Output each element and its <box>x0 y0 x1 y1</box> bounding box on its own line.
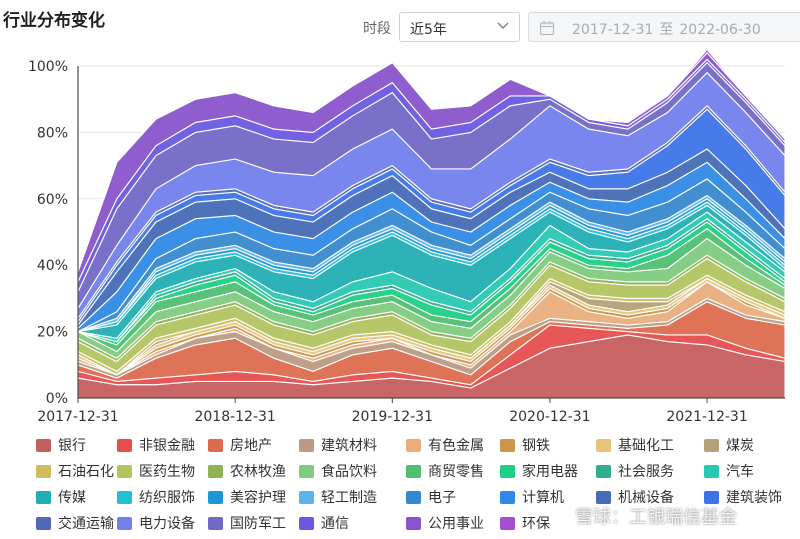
legend-swatch <box>117 465 132 478</box>
legend-label: 建筑装饰 <box>726 490 782 506</box>
chevron-down-icon <box>497 22 509 29</box>
y-tick-label: 80% <box>37 125 68 141</box>
legend-label: 银行 <box>58 438 86 454</box>
legend-swatch <box>299 517 314 530</box>
legend-label: 国防军工 <box>230 516 286 532</box>
legend-label: 轻工制造 <box>321 490 377 506</box>
legend-swatch <box>500 491 515 504</box>
area-series <box>77 50 786 273</box>
legend-label: 机械设备 <box>618 490 674 506</box>
y-tick-label: 20% <box>37 325 68 341</box>
legend-swatch <box>36 439 51 452</box>
x-tick-label: 2018-12-31 <box>194 409 275 425</box>
watermark: 雪球：工银瑞信基金 <box>575 507 737 528</box>
y-tick-label: 100% <box>28 59 68 75</box>
legend-swatch <box>208 465 223 478</box>
period-select-value: 近5年 <box>410 22 447 38</box>
legend-swatch <box>208 439 223 452</box>
legend-label: 非银金融 <box>139 438 195 454</box>
legend-swatch <box>406 465 421 478</box>
legend-label: 钢铁 <box>522 438 550 454</box>
legend-label: 农林牧渔 <box>230 464 286 480</box>
legend-label: 美容护理 <box>230 490 286 506</box>
x-tick-label: 2021-12-31 <box>666 409 747 425</box>
date-end[interactable]: 2022-06-30 <box>679 22 761 38</box>
legend-label: 通信 <box>321 516 349 532</box>
date-separator: 至 <box>659 22 674 38</box>
legend-label: 食品饮料 <box>321 464 377 480</box>
y-tick-label: 60% <box>37 192 68 208</box>
legend-label: 基础化工 <box>618 438 674 454</box>
y-tick-label: 40% <box>37 258 68 274</box>
legend-swatch <box>704 491 719 504</box>
legend-swatch <box>596 491 611 504</box>
legend-label: 建筑材料 <box>321 438 377 454</box>
legend-swatch <box>500 517 515 530</box>
x-tick-label: 2019-12-31 <box>352 409 433 425</box>
legend-label: 电力设备 <box>139 516 195 532</box>
legend-label: 环保 <box>522 516 550 532</box>
legend-label: 汽车 <box>726 464 754 480</box>
legend-swatch <box>36 517 51 530</box>
page-title: 行业分布变化 <box>3 11 105 31</box>
chart-legend: 银行 非银金融 房地产 建筑材料 有色金属 钢铁 基础化工 煤炭石油石化 医药生物 农林牧渔 食品饮… <box>36 436 800 536</box>
legend-label: 石油石化 <box>58 464 114 480</box>
legend-label: 医药生物 <box>139 464 195 480</box>
calendar-icon <box>539 21 555 36</box>
legend-label: 家用电器 <box>522 464 578 480</box>
legend-swatch <box>500 439 515 452</box>
legend-label: 电子 <box>428 490 456 506</box>
legend-swatch <box>117 439 132 452</box>
legend-swatch <box>704 465 719 478</box>
legend-label: 社会服务 <box>618 464 674 480</box>
legend-swatch <box>208 491 223 504</box>
legend-swatch <box>208 517 223 530</box>
industry-distribution-chart: 0% 20% 40% 60% 80% 100% 2017-12-31 2018-12-31 20… <box>28 50 786 425</box>
legend-swatch <box>596 465 611 478</box>
legend-label: 传媒 <box>58 490 86 506</box>
legend-swatch <box>299 491 314 504</box>
period-label: 时段 <box>363 21 391 37</box>
legend-label: 交通运输 <box>58 516 114 532</box>
legend-swatch <box>299 465 314 478</box>
legend-label: 煤炭 <box>726 438 754 454</box>
date-range-picker[interactable]: 2017-12-31 至 2022-06-30 <box>528 12 800 42</box>
period-select[interactable]: 近5年 <box>399 12 520 42</box>
legend-swatch <box>406 491 421 504</box>
legend-swatch <box>36 491 51 504</box>
legend-label: 纺织服饰 <box>139 490 195 506</box>
legend-label: 有色金属 <box>428 438 484 454</box>
x-tick-label: 2020-12-31 <box>509 409 590 425</box>
legend-swatch <box>117 491 132 504</box>
date-start[interactable]: 2017-12-31 <box>572 22 654 38</box>
legend-swatch <box>36 465 51 478</box>
legend-swatch <box>406 439 421 452</box>
legend-swatch <box>500 465 515 478</box>
legend-label: 公用事业 <box>428 516 484 532</box>
x-tick-label: 2017-12-31 <box>37 409 118 425</box>
legend-label: 房地产 <box>230 438 272 454</box>
legend-swatch <box>596 439 611 452</box>
legend-swatch <box>704 439 719 452</box>
legend-swatch <box>117 517 132 530</box>
y-tick-label: 0% <box>46 391 68 407</box>
legend-swatch <box>299 439 314 452</box>
legend-label: 计算机 <box>522 490 564 506</box>
legend-swatch <box>406 517 421 530</box>
legend-label: 商贸零售 <box>428 464 484 480</box>
